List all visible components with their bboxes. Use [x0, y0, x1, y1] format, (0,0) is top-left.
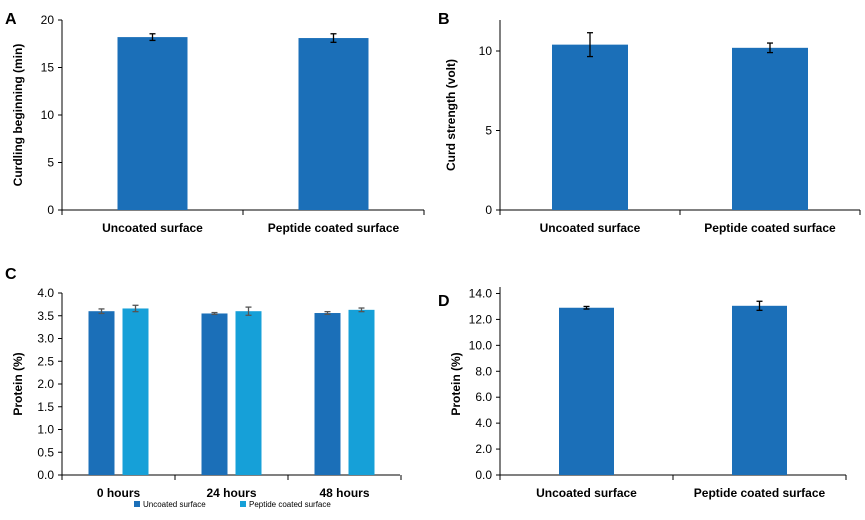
- bar: [235, 311, 262, 475]
- y-tick-label: 10.0: [469, 338, 493, 352]
- y-tick-label: 3.0: [37, 332, 54, 346]
- legend-label: Uncoated surface: [143, 500, 206, 509]
- y-tick-label: 2.5: [37, 354, 54, 368]
- x-tick-label: 24 hours: [206, 486, 256, 500]
- y-tick-label: 0: [47, 203, 54, 217]
- bar: [559, 307, 614, 475]
- y-tick-label: 0.0: [37, 468, 54, 482]
- y-tick-label: 0: [485, 203, 492, 217]
- legend-label: Peptide coated surface: [249, 500, 331, 509]
- y-tick-label: 5: [485, 124, 492, 138]
- y-tick-label: 0.5: [37, 445, 54, 459]
- panel-label-d: D: [438, 293, 450, 310]
- y-axis-label-c: Protein (%): [11, 352, 25, 415]
- bar: [117, 37, 188, 210]
- bar: [201, 313, 228, 475]
- x-tick-label: Uncoated surface: [536, 486, 637, 500]
- x-tick-label: Peptide coated surface: [694, 486, 826, 500]
- bar: [732, 47, 808, 210]
- bar: [298, 38, 369, 210]
- panel-label-a: A: [5, 11, 17, 28]
- x-tick-label: Uncoated surface: [102, 221, 203, 235]
- bar: [122, 308, 149, 475]
- y-tick-label: 3.5: [37, 309, 54, 323]
- y-axis-label-a: Curdling beginning (min): [11, 44, 25, 187]
- y-tick-label: 20: [41, 13, 55, 27]
- x-tick-label: Peptide coated surface: [268, 221, 400, 235]
- panel-label-c: C: [5, 266, 17, 283]
- y-axis-label-d: Protein (%): [449, 352, 463, 415]
- y-axis-label-b: Curd strength (volt): [444, 59, 458, 171]
- y-tick-label: 1.5: [37, 400, 54, 414]
- y-tick-label: 6.0: [475, 390, 492, 404]
- y-tick-label: 10: [41, 108, 55, 122]
- y-tick-label: 0.0: [475, 468, 492, 482]
- y-tick-label: 8.0: [475, 364, 492, 378]
- y-tick-label: 5: [47, 156, 54, 170]
- y-tick-label: 10: [479, 44, 493, 58]
- x-tick-label: Peptide coated surface: [704, 221, 836, 235]
- y-tick-label: 14.0: [469, 286, 493, 300]
- bar: [348, 309, 375, 475]
- y-tick-label: 2.0: [475, 442, 492, 456]
- y-tick-label: 4.0: [37, 286, 54, 300]
- x-tick-label: Uncoated surface: [540, 221, 641, 235]
- x-tick-label: 48 hours: [319, 486, 369, 500]
- bar: [314, 313, 341, 475]
- bar: [732, 305, 787, 475]
- y-tick-label: 1.0: [37, 423, 54, 437]
- y-tick-label: 4.0: [475, 416, 492, 430]
- x-tick-label: 0 hours: [97, 486, 141, 500]
- y-tick-label: 15: [41, 61, 55, 75]
- y-tick-label: 2.0: [37, 377, 54, 391]
- bar: [552, 44, 628, 210]
- legend-swatch: [240, 501, 246, 507]
- y-tick-label: 12.0: [469, 312, 493, 326]
- panel-label-b: B: [438, 11, 450, 28]
- bar: [88, 311, 115, 475]
- legend-swatch: [134, 501, 140, 507]
